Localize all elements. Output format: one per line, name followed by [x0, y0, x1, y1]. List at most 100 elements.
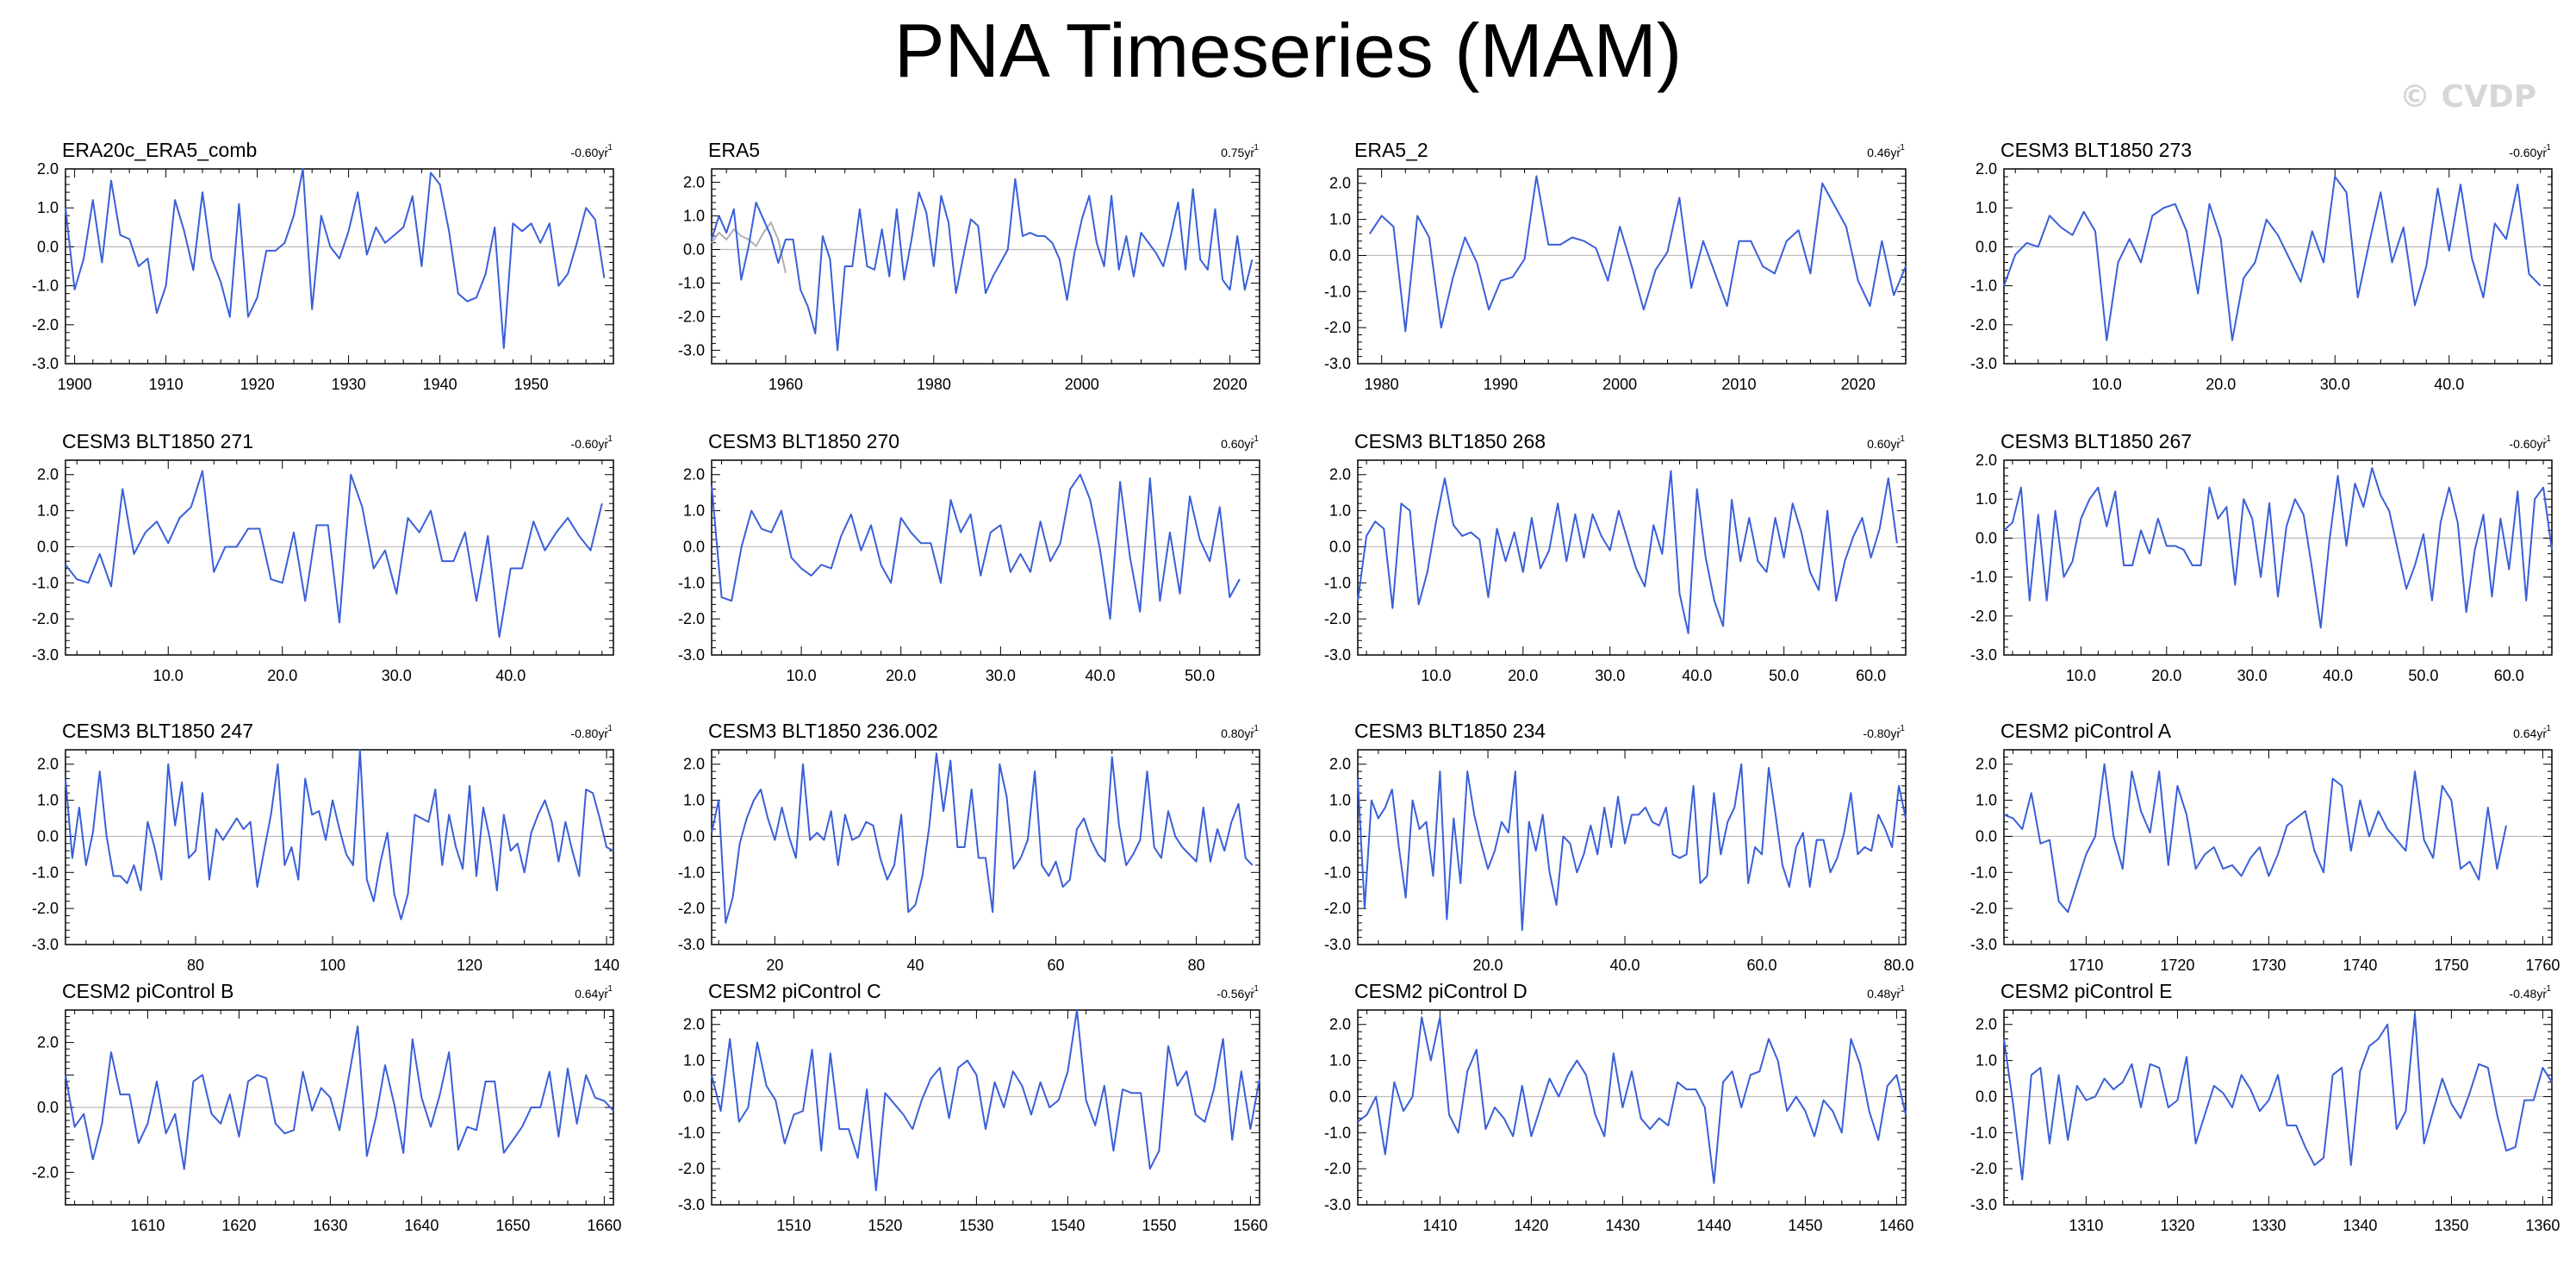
x-tick-label: 40.0 — [2434, 376, 2464, 393]
y-tick-label: -1.0 — [1324, 283, 1351, 300]
chart-title: CESM3 BLT1850 271 — [62, 430, 253, 452]
trend-label: 0.64yr — [575, 987, 608, 1001]
y-tick-label: -3.0 — [1970, 355, 1997, 372]
plot-frame — [711, 1009, 1260, 1206]
x-tick-label: 1540 — [1050, 1217, 1085, 1234]
x-tick-label: 1900 — [58, 376, 92, 393]
trend-exponent: -1 — [1897, 434, 1905, 444]
trend-label: -0.60yr — [570, 146, 608, 159]
x-tick-label: 1320 — [2160, 1217, 2194, 1234]
chart-panel: CESM2 piControl A 0.64yr-1 -3.0 -2.0 -1.0 0.0… — [1970, 720, 2560, 974]
x-tick-label: 40.0 — [1682, 667, 1712, 684]
trend-label: -0.48yr — [2509, 987, 2547, 1001]
chart-panel: CESM2 piControl E -0.48yr-1 -3.0 -2.0 -1.0 0.… — [1970, 980, 2560, 1234]
x-tick-label: 30.0 — [1595, 667, 1625, 684]
trend-label: 0.64yr — [2513, 727, 2547, 740]
x-tick-label: 1410 — [1422, 1217, 1457, 1234]
y-tick-label: 0.0 — [683, 241, 705, 259]
chart-title: CESM3 BLT1850 268 — [1354, 430, 1546, 452]
chart-title: CESM3 BLT1850 270 — [708, 430, 899, 452]
y-tick-label: 1.0 — [1329, 502, 1351, 520]
y-tick-label: 1.0 — [1329, 792, 1351, 809]
chart-panel: CESM3 BLT1850 247 -0.80yr-1 -3.0 -2.0 -1.0 0.… — [32, 720, 619, 974]
trend-label: 0.75yr — [1221, 146, 1254, 159]
chart-title: CESM3 BLT1850 234 — [1354, 720, 1546, 742]
y-tick-label: -3.0 — [1324, 355, 1351, 372]
series-line — [2003, 1013, 2553, 1181]
x-tick-label: 1740 — [2343, 957, 2377, 974]
x-tick-label: 1620 — [221, 1217, 256, 1234]
trend-label: 0.80yr — [1221, 727, 1254, 740]
y-tick-label: -3.0 — [1970, 646, 1997, 664]
trend-exponent: -1 — [2543, 434, 2551, 444]
x-tick-label: 10.0 — [2092, 376, 2122, 393]
x-tick-label: 1960 — [768, 376, 803, 393]
y-tick-label: 0.0 — [1329, 1088, 1351, 1105]
y-tick-label: -2.0 — [1970, 1160, 1997, 1177]
y-tick-label: -3.0 — [678, 646, 705, 664]
x-tick-label: 40.0 — [1610, 957, 1640, 974]
y-tick-label: 0.0 — [683, 538, 705, 555]
x-tick-label: 1650 — [495, 1217, 530, 1234]
trend-label: -0.80yr — [570, 727, 608, 740]
x-tick-label: 50.0 — [1769, 667, 1799, 684]
y-tick-label: 2.0 — [37, 160, 59, 178]
y-tick-label: -2.0 — [1324, 900, 1351, 917]
series-line — [711, 178, 1254, 352]
chart-panel: ERA20c_ERA5_comb -0.60yr-1 -3.0 -2.0 -1.0 0.0… — [32, 139, 614, 393]
x-tick-label: 1330 — [2251, 1217, 2286, 1234]
y-tick-label: 0.0 — [37, 538, 59, 555]
chart-title: ERA20c_ERA5_comb — [62, 139, 257, 161]
y-tick-label: -2.0 — [1324, 319, 1351, 336]
x-tick-label: 1710 — [2069, 957, 2103, 974]
x-tick-label: 20.0 — [267, 667, 297, 684]
y-tick-label: -1.0 — [1970, 864, 1997, 881]
trend-exponent: -1 — [605, 984, 613, 994]
series-line — [711, 473, 1241, 621]
x-tick-label: 80 — [187, 957, 204, 974]
series-line — [65, 470, 603, 639]
chart-panel: ERA5_2 0.46yr-1 -3.0 -2.0 -1.0 0.0 1.0 2.0 1980 1… — [1324, 139, 1907, 393]
x-tick-label: 2000 — [1602, 376, 1637, 393]
series-line — [65, 168, 606, 349]
chart-title: CESM3 BLT1850 247 — [62, 720, 253, 742]
y-tick-label: 1.0 — [1976, 792, 1997, 809]
x-tick-label: 1640 — [404, 1217, 439, 1234]
y-tick-label: 0.0 — [1976, 827, 1997, 845]
y-tick-label: 1.0 — [1329, 211, 1351, 228]
x-tick-label: 10.0 — [787, 667, 817, 684]
x-tick-label: 100 — [320, 957, 345, 974]
y-tick-label: -1.0 — [678, 274, 705, 291]
series-line — [1357, 470, 1898, 634]
y-tick-label: 2.0 — [1329, 1016, 1351, 1033]
series-line — [711, 1009, 1260, 1192]
x-tick-label: 10.0 — [2066, 667, 2096, 684]
x-tick-label: 1930 — [332, 376, 366, 393]
chart-panel: CESM3 BLT1850 267 -0.60yr-1 -3.0 -2.0 -1.0 0.… — [1970, 430, 2553, 684]
trend-label: -0.56yr — [1216, 987, 1254, 1001]
chart-panel: CESM3 BLT1850 234 -0.80yr-1 -3.0 -2.0 -1.0 0.… — [1324, 720, 1914, 974]
x-tick-label: 10.0 — [153, 667, 184, 684]
y-tick-label: -1.0 — [1324, 574, 1351, 591]
y-tick-label: -3.0 — [1324, 936, 1351, 953]
y-tick-label: 2.0 — [683, 466, 705, 483]
series-line — [1357, 1016, 1907, 1184]
y-tick-label: -2.0 — [32, 1163, 59, 1181]
trend-exponent: -1 — [1897, 984, 1905, 994]
y-tick-label: 0.0 — [1976, 529, 1997, 546]
y-tick-label: -3.0 — [32, 936, 59, 953]
chart-title: CESM3 BLT1850 273 — [2000, 139, 2192, 161]
trend-exponent: -1 — [1251, 434, 1259, 444]
y-tick-label: 2.0 — [683, 174, 705, 191]
cvdp-watermark: © CVDP — [2399, 79, 2537, 115]
x-tick-label: 1750 — [2434, 957, 2468, 974]
series-line — [2003, 467, 2553, 629]
trend-label: 0.60yr — [1221, 437, 1254, 451]
chart-panel: CESM3 BLT1850 273 -0.60yr-1 -3.0 -2.0 -1.0 0.… — [1970, 139, 2553, 393]
x-tick-label: 1910 — [149, 376, 184, 393]
x-tick-label: 1340 — [2343, 1217, 2377, 1234]
series-line — [1357, 763, 1907, 932]
y-tick-label: 0.0 — [1329, 538, 1351, 555]
trend-exponent: -1 — [605, 724, 613, 733]
